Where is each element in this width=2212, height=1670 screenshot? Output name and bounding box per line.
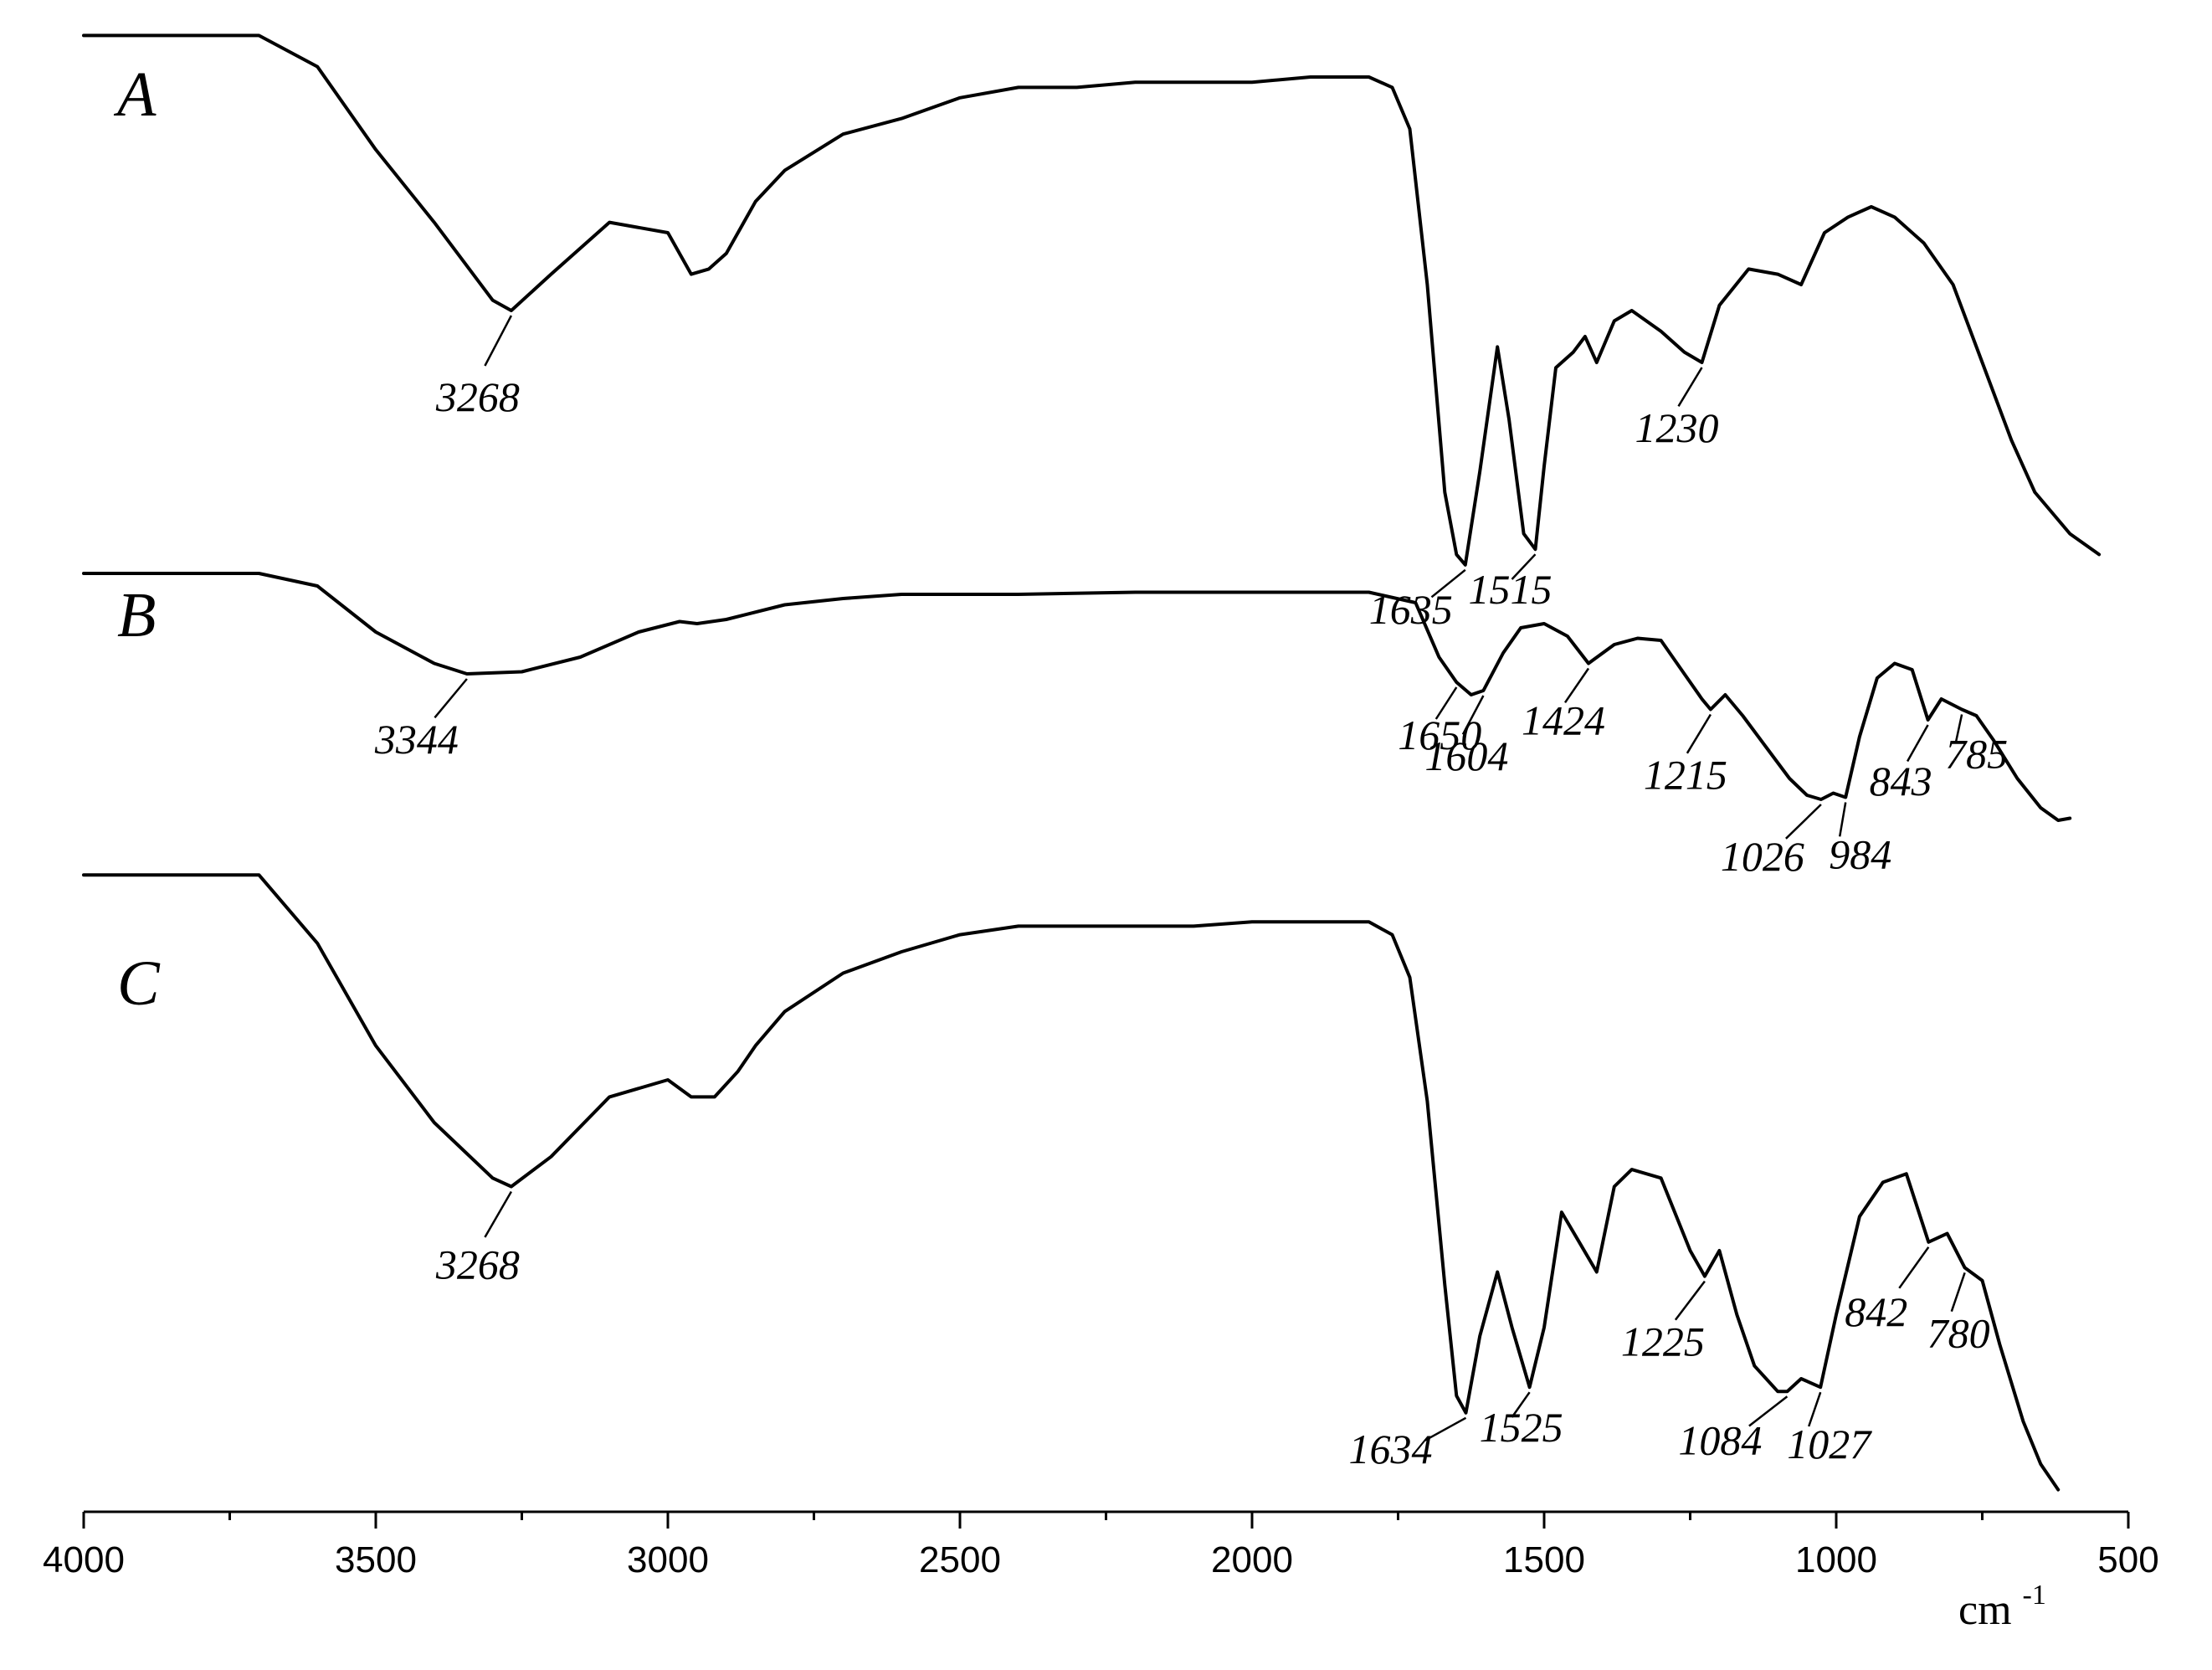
peak-leader-b-1650 <box>1434 686 1458 720</box>
peak-label-b-3344: 3344 <box>374 716 459 763</box>
peak-label-c-842: 842 <box>1845 1288 1907 1335</box>
x-tick-label-1500: 1500 <box>1503 1539 1585 1580</box>
peak-label-a-1230: 1230 <box>1635 404 1719 451</box>
peak-label-b-1215: 1215 <box>1644 752 1727 799</box>
peak-leader-b-3344 <box>434 678 468 719</box>
peak-label-a-1515: 1515 <box>1469 566 1553 613</box>
peak-leader-lines <box>434 315 1966 1441</box>
x-axis: 4000 3500 3000 2500 2000 1500 1000 500 <box>43 1510 2159 1580</box>
peak-label-b-984: 984 <box>1829 831 1891 878</box>
x-tick-label-2500: 2500 <box>919 1539 1001 1580</box>
peak-leader-c-1027 <box>1808 1391 1822 1427</box>
peak-leader-a-1515 <box>1511 553 1537 580</box>
x-axis-unit-label: cm -1 <box>1958 1580 2046 1634</box>
spectrum-traces <box>82 33 2102 1492</box>
peak-label-c-1525: 1525 <box>1480 1404 1563 1451</box>
x-axis-ticks <box>82 1512 2130 1529</box>
x-axis-unit-main: cm <box>1958 1586 2012 1634</box>
series-label-a: A <box>113 59 157 130</box>
peak-leader-a-1230 <box>1677 367 1703 407</box>
peak-label-b-1604: 1604 <box>1424 732 1508 779</box>
peak-label-b-1026: 1026 <box>1721 833 1804 880</box>
spectrum-line-a <box>82 33 2102 567</box>
series-label-b: B <box>117 580 156 650</box>
x-tick-label-1000: 1000 <box>1795 1539 1877 1580</box>
peak-leader-b-1604 <box>1461 695 1485 735</box>
spectrum-line-b <box>82 572 2072 822</box>
x-tick-label-500: 500 <box>2097 1539 2158 1580</box>
peak-leader-c-1634 <box>1424 1416 1467 1441</box>
peak-label-b-785: 785 <box>1945 731 2008 778</box>
peak-leader-c-1084 <box>1748 1395 1789 1427</box>
peak-leader-b-1424 <box>1563 667 1590 704</box>
x-tick-label-3500: 3500 <box>335 1539 417 1580</box>
peak-leader-b-984 <box>1838 802 1847 837</box>
peak-label-a-3268: 3268 <box>435 373 520 420</box>
x-tick-label-3000: 3000 <box>627 1539 709 1580</box>
peak-leader-b-785 <box>1954 714 1963 743</box>
peak-label-c-1084: 1084 <box>1678 1416 1762 1463</box>
x-tick-label-4000: 4000 <box>43 1539 125 1580</box>
peak-label-c-1225: 1225 <box>1621 1318 1705 1365</box>
peak-leader-c-842 <box>1898 1246 1930 1289</box>
peak-leader-c-1525 <box>1511 1391 1531 1418</box>
peak-label-a-1635: 1635 <box>1369 586 1453 633</box>
peak-label-b-1424: 1424 <box>1522 697 1605 744</box>
peak-label-b-843: 843 <box>1870 758 1932 804</box>
peak-label-c-1027: 1027 <box>1787 1421 1872 1467</box>
x-axis-unit-superscript: -1 <box>2023 1580 2046 1611</box>
peak-leader-b-1026 <box>1785 804 1822 840</box>
peak-leader-c-780 <box>1950 1272 1966 1313</box>
x-axis-tick-labels: 4000 3500 3000 2500 2000 1500 1000 500 <box>43 1539 2159 1580</box>
peak-leader-c-3268 <box>484 1190 512 1238</box>
x-tick-label-2000: 2000 <box>1211 1539 1293 1580</box>
peak-label-b-1650: 1650 <box>1398 712 1481 758</box>
peak-label-c-1634: 1634 <box>1349 1426 1433 1472</box>
series-label-c: C <box>117 948 161 1019</box>
peak-leader-a-1635 <box>1430 568 1466 599</box>
peak-leader-a-3268 <box>484 315 513 367</box>
peak-leader-b-1215 <box>1686 713 1712 754</box>
peak-label-c-780: 780 <box>1927 1309 1990 1356</box>
peak-leader-c-1225 <box>1674 1280 1706 1321</box>
spectrum-line-c <box>82 873 2061 1492</box>
series-labels: A B C <box>113 59 161 1019</box>
peak-leader-b-843 <box>1907 724 1929 763</box>
peak-label-c-3268: 3268 <box>435 1241 520 1288</box>
